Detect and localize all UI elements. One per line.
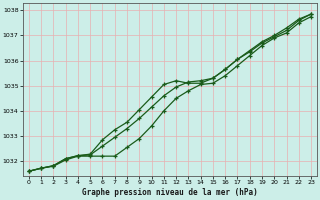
X-axis label: Graphe pression niveau de la mer (hPa): Graphe pression niveau de la mer (hPa): [82, 188, 258, 197]
